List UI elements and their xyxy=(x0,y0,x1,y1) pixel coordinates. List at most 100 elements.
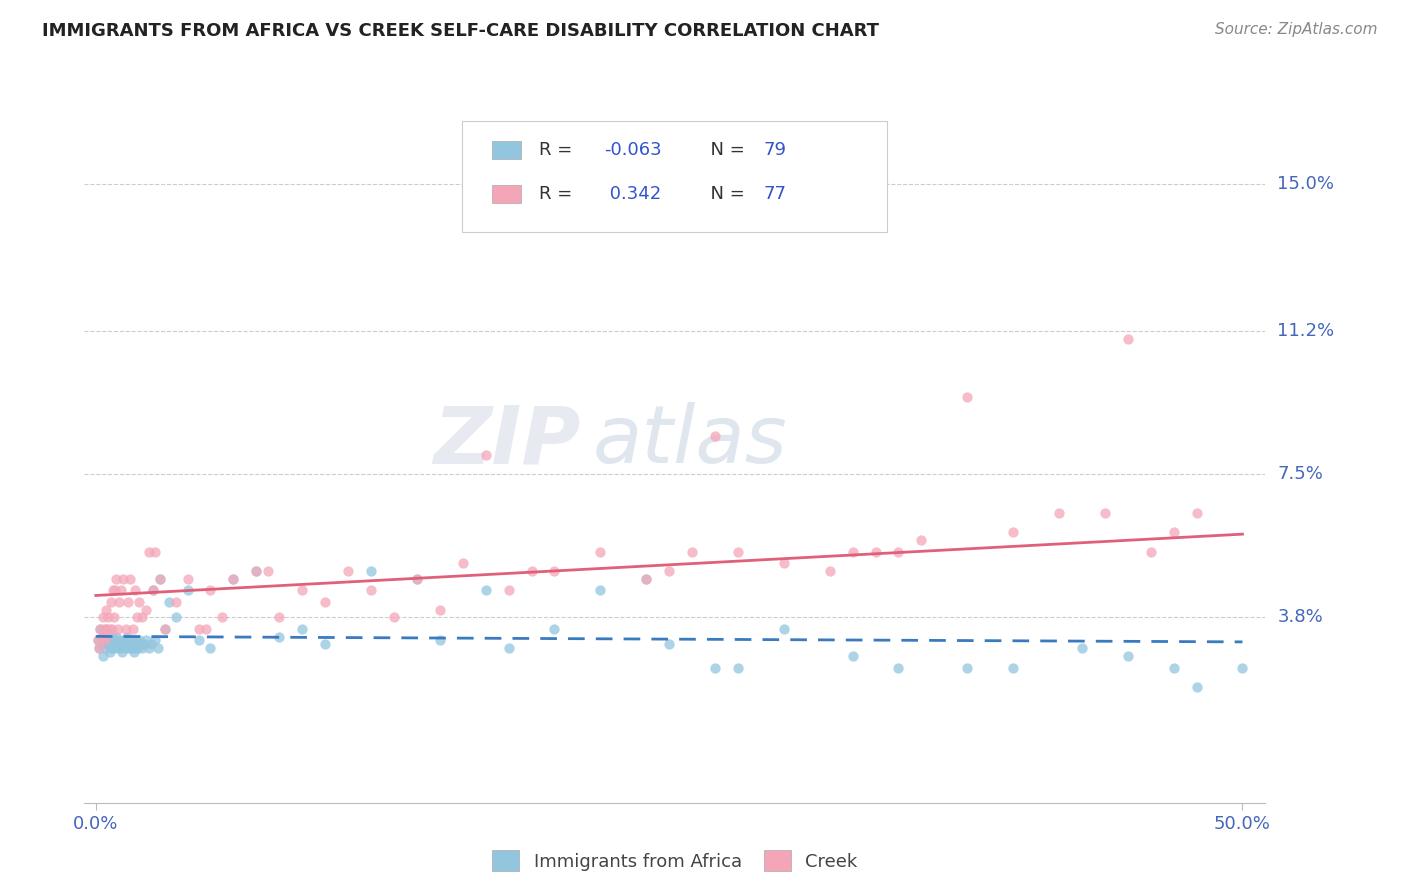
Point xyxy=(658,564,681,578)
Point xyxy=(90,630,112,644)
Point xyxy=(589,583,612,598)
Point xyxy=(114,633,136,648)
Text: 7.5%: 7.5% xyxy=(1277,466,1323,483)
Point xyxy=(87,633,110,648)
Point xyxy=(93,630,115,644)
Point xyxy=(96,622,118,636)
Point xyxy=(124,641,146,656)
Point xyxy=(101,630,124,644)
Point xyxy=(1163,525,1185,540)
Point xyxy=(498,583,520,598)
Point xyxy=(111,645,134,659)
Point xyxy=(200,641,222,656)
Text: 0.342: 0.342 xyxy=(605,185,661,203)
Point xyxy=(176,583,198,598)
Point xyxy=(110,641,132,656)
Point xyxy=(841,648,863,663)
Point xyxy=(1116,332,1139,346)
Point xyxy=(127,610,149,624)
Point xyxy=(772,556,794,570)
Point xyxy=(145,633,167,648)
Text: Source: ZipAtlas.com: Source: ZipAtlas.com xyxy=(1215,22,1378,37)
Point xyxy=(636,572,658,586)
Point xyxy=(200,583,222,598)
Point xyxy=(153,622,176,636)
Point xyxy=(94,622,117,636)
Point xyxy=(194,622,217,636)
Point xyxy=(91,648,114,663)
Y-axis label: Self-Care Disability: Self-Care Disability xyxy=(0,376,8,533)
Point xyxy=(153,622,176,636)
Point xyxy=(97,610,120,624)
Point xyxy=(115,630,138,644)
Point xyxy=(314,595,336,609)
Point xyxy=(98,622,121,636)
Point xyxy=(120,641,142,656)
Point xyxy=(1094,506,1116,520)
Point xyxy=(269,610,291,624)
Point xyxy=(120,633,142,648)
Text: 15.0%: 15.0% xyxy=(1277,176,1334,194)
Text: R =: R = xyxy=(538,185,578,203)
Point xyxy=(87,633,110,648)
Point xyxy=(157,595,180,609)
Text: 77: 77 xyxy=(763,185,786,203)
Point xyxy=(90,637,112,651)
Point xyxy=(681,544,703,558)
Point xyxy=(406,572,429,586)
Text: atlas: atlas xyxy=(592,402,787,480)
Point xyxy=(94,633,117,648)
Point xyxy=(94,602,117,616)
Point xyxy=(121,622,143,636)
Point xyxy=(101,637,124,651)
Bar xyxy=(492,142,522,159)
Point xyxy=(138,544,160,558)
Point xyxy=(105,572,128,586)
Point xyxy=(543,622,565,636)
Text: IMMIGRANTS FROM AFRICA VS CREEK SELF-CARE DISABILITY CORRELATION CHART: IMMIGRANTS FROM AFRICA VS CREEK SELF-CAR… xyxy=(42,22,879,40)
Point xyxy=(222,572,245,586)
Point xyxy=(429,602,451,616)
Point xyxy=(149,572,172,586)
Point xyxy=(145,544,167,558)
Point xyxy=(100,641,122,656)
Point xyxy=(658,637,681,651)
Point xyxy=(291,583,314,598)
Point xyxy=(910,533,932,547)
Point xyxy=(406,572,429,586)
Point xyxy=(112,572,135,586)
Point xyxy=(1116,648,1139,663)
Point xyxy=(188,633,211,648)
Point xyxy=(110,583,132,598)
Point xyxy=(104,583,127,598)
Point xyxy=(132,637,155,651)
Point xyxy=(114,641,136,656)
Point xyxy=(1232,660,1254,674)
Point xyxy=(1002,525,1025,540)
Point xyxy=(117,637,139,651)
Point xyxy=(337,564,360,578)
Point xyxy=(222,572,245,586)
Point xyxy=(112,637,135,651)
Text: -0.063: -0.063 xyxy=(605,141,662,159)
Point xyxy=(128,595,150,609)
Point xyxy=(636,572,658,586)
Point xyxy=(107,641,129,656)
Point xyxy=(104,633,127,648)
Point xyxy=(1185,680,1208,694)
Point xyxy=(107,622,129,636)
Point xyxy=(128,633,150,648)
Point xyxy=(98,645,121,659)
Point xyxy=(101,622,124,636)
Point xyxy=(727,544,749,558)
Point xyxy=(165,610,187,624)
Point xyxy=(122,645,145,659)
Point xyxy=(314,637,336,651)
Point xyxy=(245,564,267,578)
Point xyxy=(127,641,149,656)
Point xyxy=(772,622,794,636)
Point xyxy=(269,630,291,644)
Point xyxy=(291,622,314,636)
Point xyxy=(117,595,139,609)
Point xyxy=(1139,544,1161,558)
